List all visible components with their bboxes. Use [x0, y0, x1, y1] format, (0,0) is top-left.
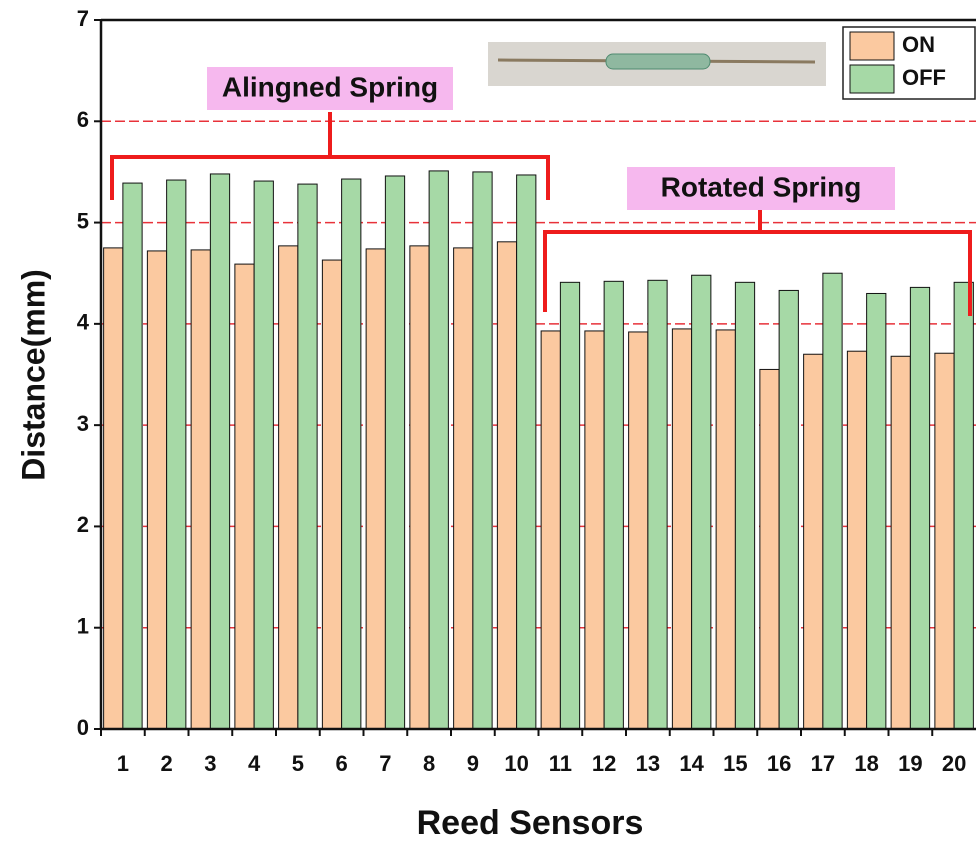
bar	[604, 281, 623, 729]
x-tick-label: 9	[467, 751, 479, 776]
bar	[804, 354, 823, 729]
bar	[560, 282, 579, 729]
legend-label: ON	[902, 32, 935, 57]
x-tick-label: 11	[549, 751, 572, 776]
x-tick-label: 8	[423, 751, 435, 776]
bar	[672, 329, 691, 729]
bar	[760, 369, 779, 729]
bar	[342, 179, 361, 729]
bar	[147, 251, 166, 729]
bar	[322, 260, 341, 729]
x-tick-label: 20	[942, 751, 966, 776]
x-tick-label: 4	[248, 751, 261, 776]
x-tick-label: 17	[811, 751, 835, 776]
bar	[473, 172, 492, 729]
bar	[385, 176, 404, 729]
bar	[410, 246, 429, 729]
bar	[497, 242, 516, 729]
y-tick-label: 1	[77, 614, 89, 639]
bar	[847, 351, 866, 729]
legend-label: OFF	[902, 65, 946, 90]
bar	[935, 353, 954, 729]
bar	[279, 246, 298, 729]
bar	[585, 331, 604, 729]
x-axis-label: Reed Sensors	[417, 804, 644, 842]
bar	[692, 275, 711, 729]
bar	[779, 290, 798, 729]
x-tick-label: 18	[854, 751, 878, 776]
bar	[648, 280, 667, 729]
bar	[954, 282, 973, 729]
bar	[210, 174, 229, 729]
bar	[629, 332, 648, 729]
y-axis-label: Distance(mm)	[15, 269, 51, 481]
x-tick-label: 13	[636, 751, 660, 776]
bar	[517, 175, 536, 729]
x-tick-label: 7	[379, 751, 391, 776]
x-tick-label: 2	[161, 751, 173, 776]
x-tick-label: 6	[336, 751, 348, 776]
legend-swatch	[850, 32, 894, 60]
bar	[735, 282, 754, 729]
x-tick-label: 1	[117, 751, 129, 776]
bar	[910, 287, 929, 729]
x-tick-label: 5	[292, 751, 304, 776]
bar	[191, 250, 210, 729]
bar	[104, 248, 123, 729]
x-tick-label: 3	[204, 751, 216, 776]
bar	[429, 171, 448, 729]
bar	[167, 180, 186, 729]
bar	[235, 264, 254, 729]
bar	[823, 273, 842, 729]
bar	[454, 248, 473, 729]
annotation: Alingned Spring	[222, 71, 438, 102]
bar	[541, 331, 560, 729]
legend-swatch	[850, 65, 894, 93]
y-tick-label: 0	[77, 715, 89, 740]
x-tick-label: 15	[723, 751, 747, 776]
bar	[891, 356, 910, 729]
y-tick-label: 4	[77, 310, 90, 335]
x-tick-label: 10	[504, 751, 528, 776]
y-tick-label: 7	[77, 6, 89, 31]
y-tick-label: 6	[77, 107, 89, 132]
bar	[366, 249, 385, 729]
bar	[867, 293, 886, 729]
bar	[254, 181, 273, 729]
chart: Reed Sensors Distance(mm) 01234567123456…	[0, 0, 980, 843]
annotation: Rotated Spring	[661, 171, 862, 202]
x-tick-label: 19	[898, 751, 922, 776]
x-tick-label: 14	[679, 751, 704, 776]
y-tick-label: 5	[77, 208, 89, 233]
y-tick-label: 3	[77, 411, 89, 436]
x-tick-label: 16	[767, 751, 791, 776]
bar	[298, 184, 317, 729]
y-tick-label: 2	[77, 512, 89, 537]
bar	[123, 183, 142, 729]
x-tick-label: 12	[592, 751, 616, 776]
bar	[716, 330, 735, 729]
reed-switch-photo	[488, 42, 826, 86]
legend: ON OFF	[843, 27, 975, 99]
